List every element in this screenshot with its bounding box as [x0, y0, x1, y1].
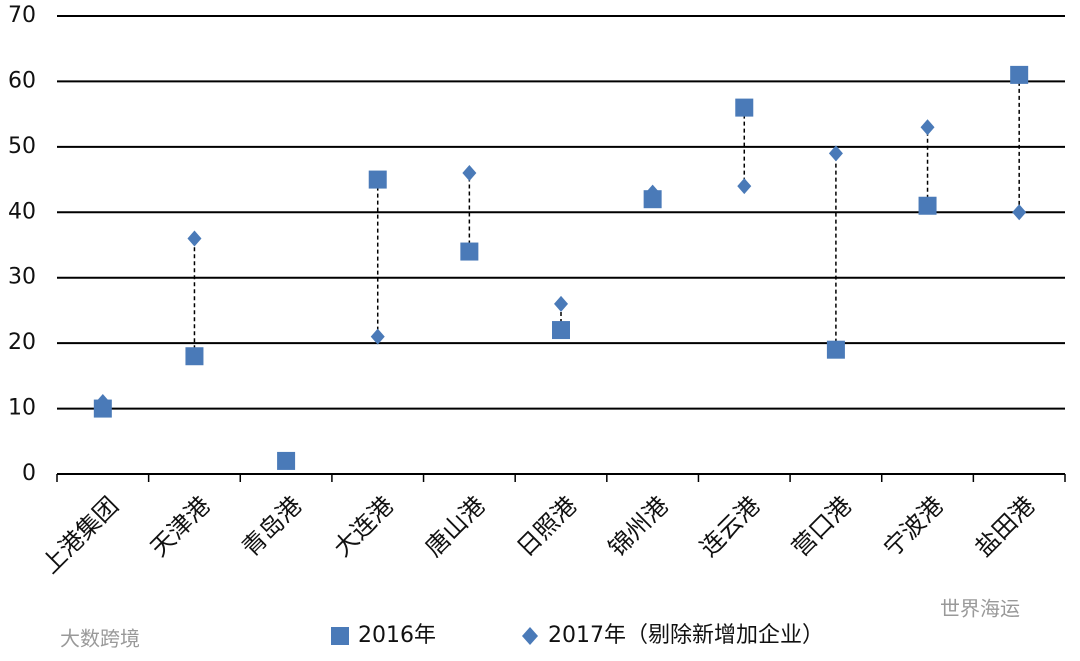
diamond-marker: [828, 145, 843, 162]
x-tick-label: 上港集团: [36, 491, 124, 579]
watermark: 世界海运: [940, 597, 1020, 621]
x-tick-label: 营口港: [786, 491, 857, 562]
diamond-marker: [95, 394, 110, 411]
y-tick-label: 60: [8, 68, 36, 93]
square-marker: [368, 170, 387, 189]
y-tick-label: 10: [8, 396, 36, 421]
legend-marker: [331, 627, 349, 645]
x-tick-label: 唐山港: [420, 491, 491, 562]
square-marker: [185, 347, 204, 366]
square-marker: [460, 242, 479, 261]
x-tick-label: 盐田港: [970, 491, 1041, 562]
x-tick-label: 青岛港: [237, 491, 308, 562]
x-tick-label: 锦州港: [603, 491, 674, 562]
square-marker: [552, 321, 570, 340]
diamond-marker: [920, 119, 935, 136]
y-tick-label: 20: [8, 330, 36, 355]
diamond-marker: [737, 178, 752, 195]
x-tick-label: 天津港: [145, 491, 216, 562]
square-marker: [918, 196, 937, 215]
diamond-marker: [645, 184, 660, 201]
y-tick-label: 30: [8, 265, 36, 290]
square-marker: [826, 340, 845, 359]
y-tick-label: 40: [8, 199, 36, 224]
diamond-marker: [370, 328, 385, 345]
diamond-marker: [1012, 204, 1027, 221]
diamond-marker: [554, 295, 568, 312]
x-tick-label: 宁波港: [878, 491, 949, 562]
y-tick-label: 0: [22, 461, 36, 486]
square-marker: [735, 98, 754, 117]
diamond-marker: [187, 230, 202, 247]
watermark: 大数跨境: [60, 627, 140, 651]
square-marker: [277, 451, 296, 470]
square-marker: [1010, 65, 1029, 84]
x-tick-label: 连云港: [695, 491, 766, 562]
legend-marker: [522, 627, 538, 645]
y-tick-label: 70: [8, 3, 36, 28]
x-tick-label: 日照港: [511, 491, 582, 562]
x-tick-label: 大连港: [328, 491, 399, 562]
diamond-marker: [462, 165, 477, 182]
legend-label: 2016年: [358, 623, 436, 648]
legend-label: 2017年（剔除新增加企业）: [548, 623, 824, 648]
y-tick-label: 50: [8, 134, 36, 159]
